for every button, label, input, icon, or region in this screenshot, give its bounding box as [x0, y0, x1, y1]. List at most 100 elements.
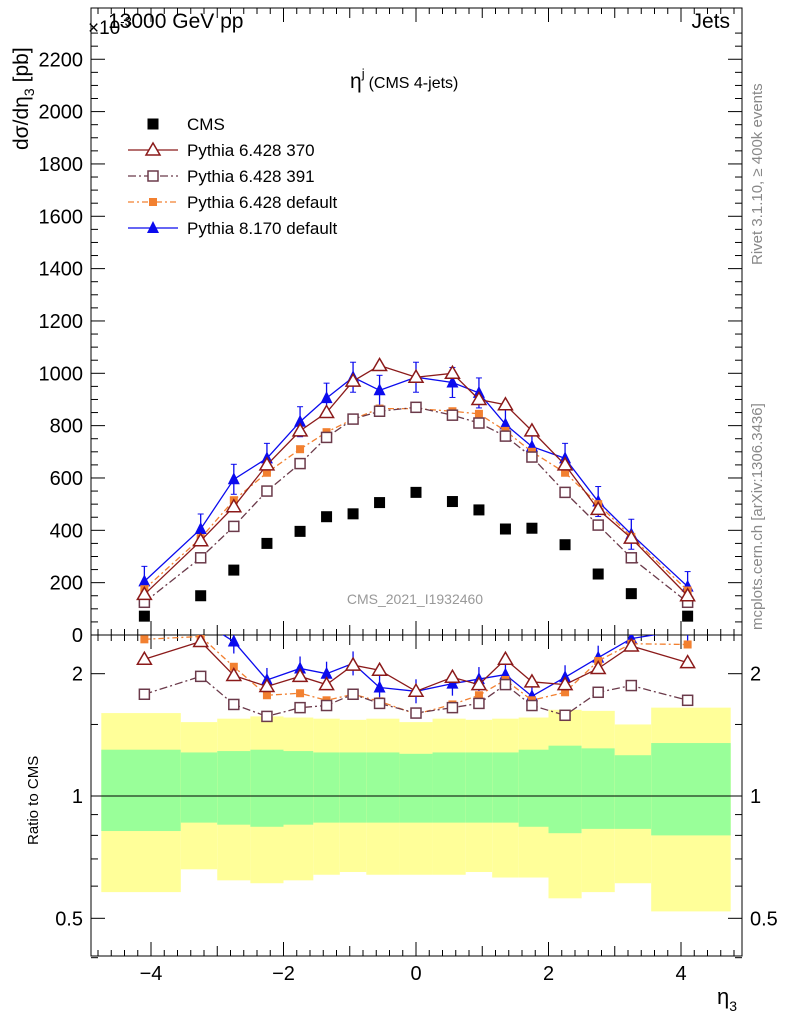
ratio-point-p370 [497, 650, 514, 666]
point-cms [228, 564, 240, 576]
point-cms [374, 497, 386, 509]
band-inner [492, 752, 519, 823]
legend-entry: Pythia 6.428 370 [128, 141, 315, 160]
point-cms [294, 525, 306, 537]
point-p370 [556, 456, 574, 471]
ratio-point-p391 [261, 710, 273, 723]
legend-label: Pythia 8.170 default [187, 219, 338, 238]
top-ytick-label: 0 [72, 625, 83, 647]
ratio-point-p370 [225, 666, 243, 682]
legend-label: Pythia 6.428 370 [187, 141, 315, 160]
ratio-point-p391 [228, 698, 240, 711]
ratio-ytick-label-right: 2 [750, 664, 761, 686]
top-ytick-label: 2200 [39, 49, 84, 71]
legend: CMS Pythia 6.428 370 Pythia 6.428 391 Pythi… [128, 115, 338, 238]
ratio-point-p391 [320, 699, 333, 712]
band-inner [217, 751, 251, 825]
ratio-point-p391 [446, 701, 459, 714]
point-p370 [371, 356, 388, 372]
band-inner [518, 749, 549, 827]
ratio-point-p370 [679, 654, 696, 669]
top-series-clip [136, 356, 696, 622]
ratio-ytick-label: 1 [72, 786, 83, 808]
ratio-point-p391 [499, 678, 512, 691]
point-p370 [318, 404, 335, 419]
xtick-label: 4 [675, 963, 686, 985]
top-ytick-label: 1600 [39, 206, 84, 228]
band-inner [399, 753, 433, 823]
point-p8 [194, 522, 207, 535]
top-ytick-label: 600 [50, 468, 83, 490]
point-p391 [499, 430, 512, 442]
point-p391 [559, 486, 571, 499]
ratio-point-p8 [320, 666, 333, 679]
ratio-point-p370 [318, 676, 335, 691]
point-p391 [228, 520, 240, 533]
point-p391 [526, 451, 538, 463]
point-p8 [320, 391, 333, 404]
ratio-point-p391 [410, 707, 422, 719]
exponent-label: ×10-3 [88, 14, 132, 39]
xlabel: η3 [717, 984, 737, 1014]
point-p391 [294, 457, 306, 470]
legend-marker-p391 [147, 170, 159, 182]
ratio-point-p391 [592, 686, 604, 699]
point-cms [347, 508, 359, 520]
top-ytick-label: 2000 [39, 102, 84, 124]
ratio-point-p6def [561, 688, 570, 697]
legend-entry: Pythia 8.170 default [128, 219, 338, 238]
point-p6def [262, 468, 271, 477]
point-p370 [444, 364, 461, 380]
bottom-ylabel: Ratio to CMS [25, 756, 42, 845]
band-inner [283, 751, 314, 825]
legend-label: Pythia 6.428 default [187, 193, 338, 212]
point-p391 [625, 552, 638, 564]
ratio-point-p391 [473, 697, 485, 710]
band-inner [614, 755, 652, 829]
ratio-point-p370 [407, 682, 425, 698]
band-inner [465, 752, 493, 823]
point-p391 [194, 552, 207, 564]
point-p391 [592, 519, 604, 531]
point-p6def [561, 468, 570, 477]
band-inner [250, 749, 284, 827]
point-p391 [320, 431, 333, 444]
point-cms [526, 522, 538, 534]
top-panel-frame: 0 200 400 600 800 1000 1200 1400 1600 1800 2000 220… [39, 7, 743, 647]
point-p8 [499, 417, 512, 430]
ratio-point-p8 [294, 661, 307, 674]
point-p8 [138, 574, 151, 587]
point-cms [625, 588, 637, 600]
legend-marker-p6def [149, 198, 157, 206]
watermark: CMS_2021_I1932460 [347, 591, 483, 607]
point-p391 [446, 409, 459, 421]
ratio-point-p370 [444, 668, 461, 684]
xtick-label: −2 [272, 963, 295, 985]
exponent-base: ×10 [88, 18, 120, 39]
band-inner [180, 752, 218, 823]
top-ytick-label: 200 [50, 573, 83, 595]
rivet-note: Rivet 3.1.10, ≥ 400k events [749, 83, 766, 265]
series-line-p6def [143, 407, 689, 591]
legend-label: CMS [187, 115, 225, 134]
point-cms [195, 590, 207, 602]
point-p370 [623, 529, 640, 544]
ratio-point-p370 [470, 676, 488, 691]
band-inner [651, 743, 731, 836]
exponent-power: -3 [120, 14, 132, 29]
plot-title-sub: (CMS 4-jets) [369, 75, 459, 92]
band-inner [366, 752, 400, 823]
top-ylabel: dσ/dη3 [pb] [10, 47, 37, 150]
point-cms [682, 610, 694, 622]
point-p370 [344, 372, 362, 387]
point-p391 [373, 405, 386, 417]
series-line-p391 [143, 406, 689, 603]
point-p8 [373, 383, 386, 396]
legend-marker-p8 [147, 221, 159, 233]
point-p8 [227, 472, 240, 485]
legend-label: Pythia 6.428 391 [187, 167, 315, 186]
ratio-ytick-label-right: 0.5 [750, 908, 778, 930]
mcplots-note: mcplots.cern.ch [arXiv:1306.3436] [749, 403, 766, 630]
xtick-label: −4 [140, 963, 163, 985]
ratio-point-p391 [559, 709, 571, 722]
